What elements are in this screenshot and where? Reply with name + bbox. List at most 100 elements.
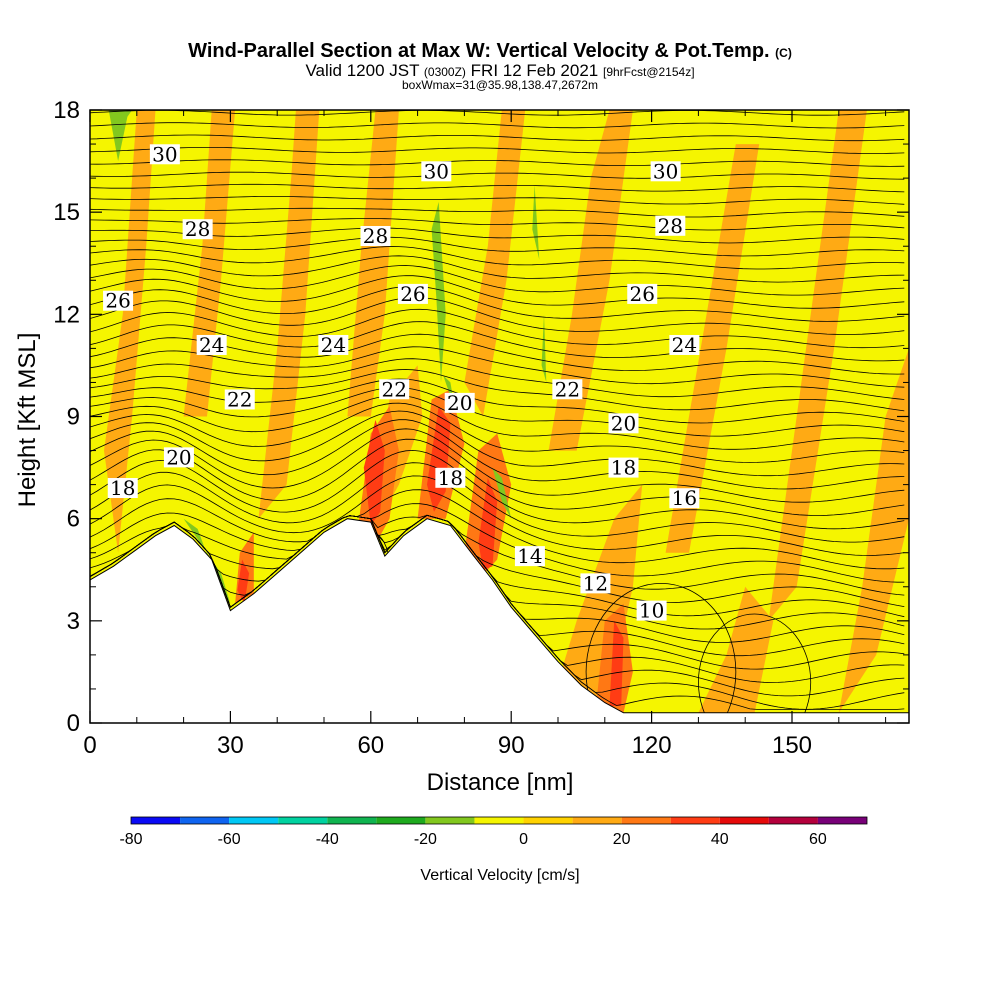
isentrope-line [90,449,905,530]
colorbar-swatch [229,817,279,824]
isentrope-line [90,236,905,257]
contour-label: 18 [611,456,636,480]
contour-label: 26 [105,289,130,313]
isentrope-line [90,489,905,570]
contour-label-box [552,379,583,400]
colorbar-swatch [425,817,475,824]
x-tick-label: 30 [217,732,244,759]
y-tick-label: 0 [67,710,80,737]
contour-label-box [421,161,452,182]
x-axis-title: Distance [nm] [427,769,574,796]
isentrope-line [90,275,905,309]
contour-label-box [669,488,700,509]
isentrope-line [90,514,905,630]
contour-label-box [655,215,686,236]
x-tick-label: 90 [498,732,525,759]
contour-label-box [444,392,475,413]
isentrope-line [90,207,905,218]
x-tick-label: 150 [772,732,812,759]
isentrope-line [90,110,905,116]
isentrope-line [90,265,905,296]
contour-label: 14 [517,544,542,568]
closed-contour [698,613,812,723]
contour-label-box [650,161,681,182]
colorbar-swatch [278,817,328,824]
downdraft-streak [492,467,512,519]
contour-label: 30 [424,159,449,183]
colorbar-tick-label: 60 [809,831,827,848]
updraft-max [478,477,498,570]
contour-label: 24 [672,333,697,357]
contour-label: 24 [199,333,224,357]
isentrope-line [90,358,905,400]
contour-label: 26 [400,282,425,306]
contour-label-box [107,478,138,499]
contour-label-box [360,226,391,247]
isentrope-line [90,285,905,322]
contour-labels: 30 30 30 28 28 28 26 26 26 24 24 24 22 22 22 20 20 20 18 18… [103,142,700,623]
isentrope-line [90,98,904,103]
contour-label-box [196,334,227,355]
contour-label: 30 [653,159,678,183]
isentrope-line [90,159,905,167]
isentrope-line [90,402,905,463]
contour-label-box [397,283,428,304]
updraft-streak [258,110,320,519]
contour-label: 16 [672,486,697,510]
isentrope-line [90,171,905,180]
contour-label-box [608,457,639,478]
isentrope-line [90,369,905,412]
isentrope-line [90,246,905,270]
updraft-streak [838,348,909,713]
contour-label: 20 [611,411,636,435]
contour-label: 18 [438,466,463,490]
contour-label: 20 [166,445,191,469]
contour-label-box [103,290,134,311]
contour-label: 24 [321,333,346,357]
colorbar-swatch [670,817,720,824]
colorbar-swatch [572,817,622,824]
isentrope-line [90,475,905,556]
isentrope-line [90,462,905,543]
colorbar-tick-label: -80 [119,831,142,848]
isentrope-line [90,346,905,388]
colorbar: -80 -60 -40 -20 0 20 40 60 [119,816,868,848]
contour-label-box [669,334,700,355]
chart-title: Wind-Parallel Section at Max W: Vertical… [188,40,792,62]
colorbar-tick-label: -20 [414,831,437,848]
contour-label: 28 [658,214,683,238]
contour-label-box [608,413,639,434]
plot-area: 30 30 30 28 28 28 26 26 26 24 24 24 22 22 22 20 20 20 18 18… [90,98,909,723]
isentrope-line [90,227,905,244]
isentrope-line [90,147,905,154]
contour-label: 12 [583,571,608,595]
contour-label: 22 [381,377,406,401]
colorbar-swatch [180,817,230,824]
isentrope-line [90,134,905,142]
downdraft-streak [532,184,540,260]
x-tick-label: 0 [83,732,96,759]
contour-label: 26 [630,282,655,306]
colorbar-label: Vertical Velocity [cm/s] [420,867,579,884]
updraft-max [237,559,250,604]
x-axis: 0 30 60 90 120 150 [83,110,887,759]
updraft-streak [768,110,867,621]
colorbar-swatch [474,817,524,824]
y-tick-label: 6 [67,506,80,533]
isentrope-line [90,387,905,437]
downdraft-streak [431,201,446,383]
contour-label-box [636,600,667,621]
isentrope-line [90,196,905,205]
contour-label: 10 [639,599,664,623]
contour-label: 22 [555,377,580,401]
contour-label-box [514,546,545,567]
contour-label: 20 [447,391,472,415]
contour-label: 22 [227,387,252,411]
y-tick-label: 9 [67,404,80,431]
colorbar-swatch [719,817,769,824]
contour-label: 18 [110,476,135,500]
contour-label-box [627,283,658,304]
isentrope-line [90,122,905,129]
contour-label: 30 [152,142,177,166]
isentrope-line [90,503,905,583]
